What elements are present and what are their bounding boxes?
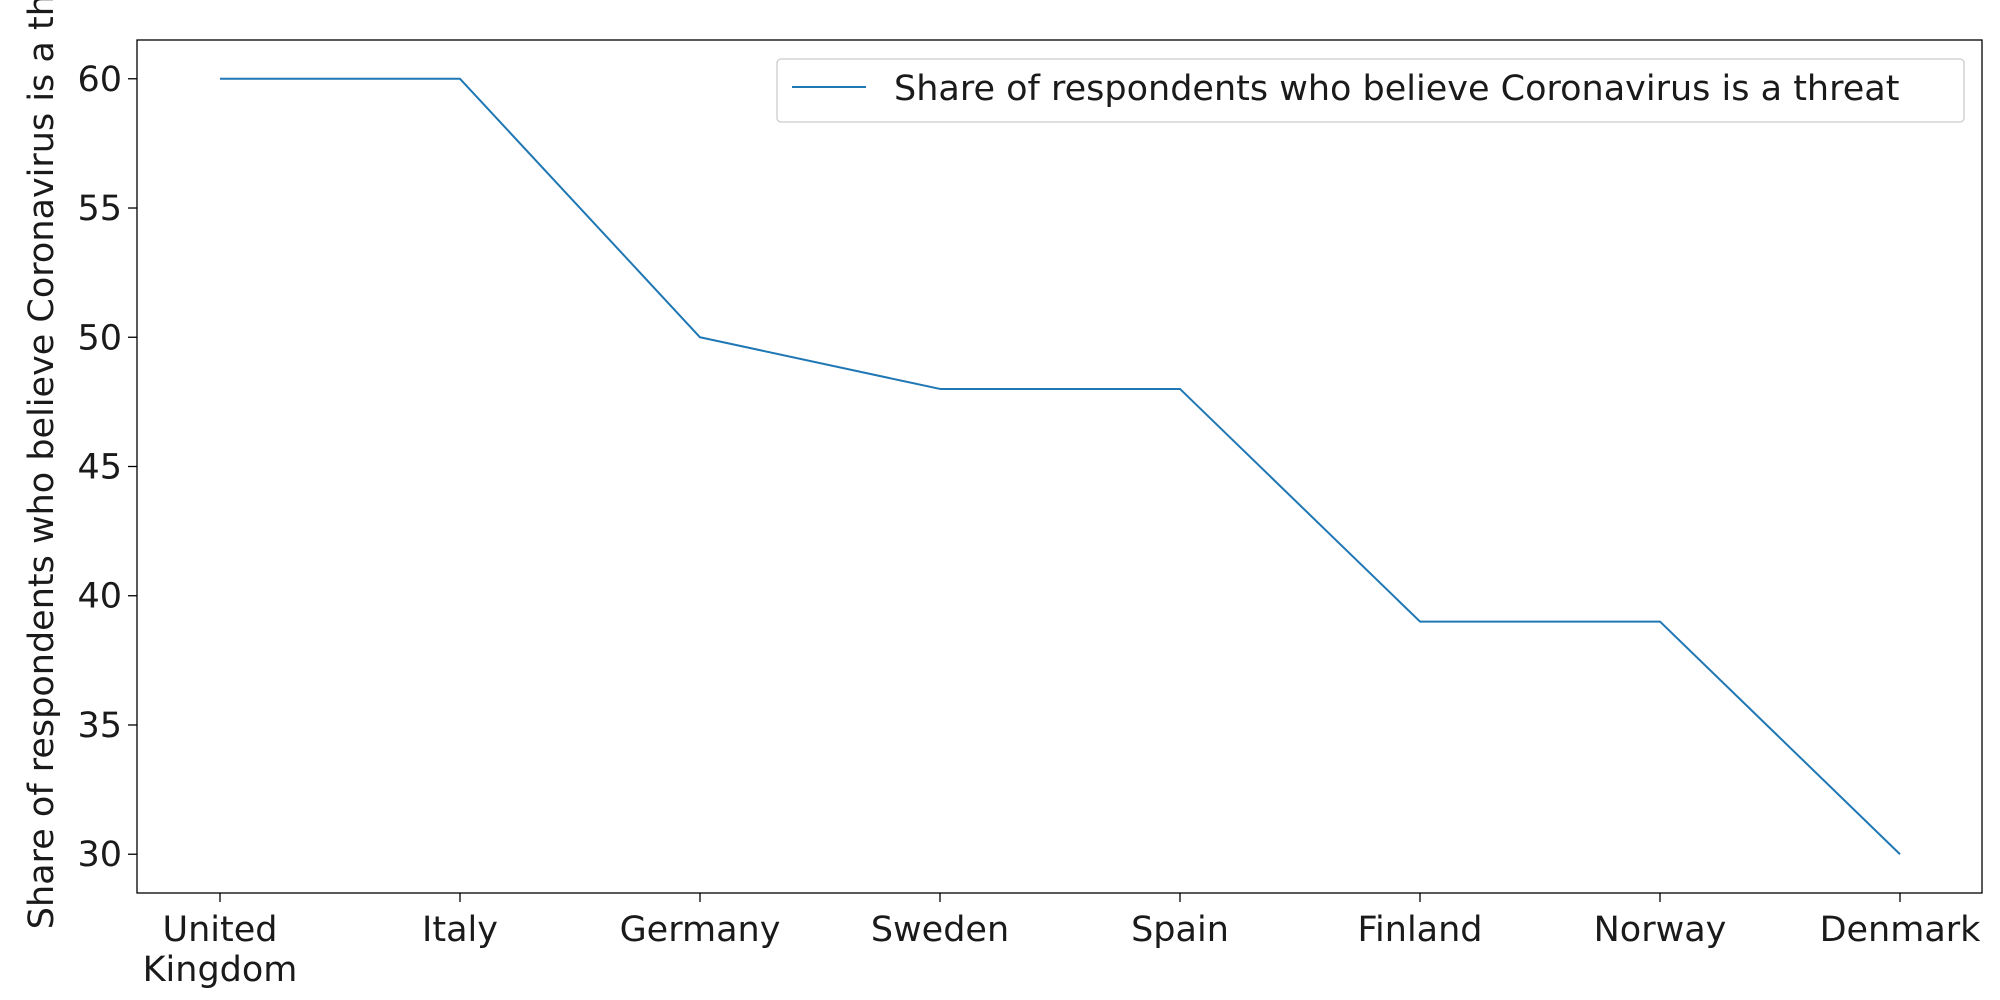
series-layer xyxy=(219,77,1901,855)
y-tick-label: 40 xyxy=(77,577,122,617)
x-tick-label-line: Germany xyxy=(620,910,781,950)
x-tick-label-line: Norway xyxy=(1594,910,1727,950)
y-axis: 30 35 40 45 50 55 60 xyxy=(77,60,137,875)
x-tick-label-line: Denmark xyxy=(1820,910,1982,950)
legend: Share of respondents who believe Coronav… xyxy=(776,58,1965,123)
x-tick-label-line: Finland xyxy=(1357,910,1482,950)
x-tick-label-line: Kingdom xyxy=(143,950,298,990)
x-tick-label: United Kingdom xyxy=(143,910,298,990)
x-tick-label-line: Spain xyxy=(1131,910,1229,950)
y-tick-label: 45 xyxy=(77,448,122,488)
x-tick-label-line: Italy xyxy=(422,910,498,950)
series-line xyxy=(220,77,1901,855)
x-tick-label: Finland xyxy=(1357,910,1482,950)
x-tick-label-line: Sweden xyxy=(871,910,1009,950)
y-tick-label: 50 xyxy=(77,318,122,358)
x-tick-label: Norway xyxy=(1594,910,1727,950)
y-tick-label: 35 xyxy=(77,706,122,746)
x-tick-label: Denmark xyxy=(1820,910,1982,950)
y-tick-label: 30 xyxy=(77,835,122,875)
x-tick-label: Germany xyxy=(620,910,781,950)
x-tick-label-line: United xyxy=(163,910,278,950)
plot-frame xyxy=(136,39,1983,894)
x-axis: United Kingdom Italy Germany Sweden Spain Finl… xyxy=(143,893,1982,990)
plot-area xyxy=(136,39,1983,894)
x-tick-label: Sweden xyxy=(871,910,1009,950)
legend-label: Share of respondents who believe Coronav… xyxy=(894,69,1899,109)
y-tick-label: 60 xyxy=(77,60,122,100)
y-axis-title: Share of respondents who believe Coronav… xyxy=(22,0,62,929)
x-tick-label: Italy xyxy=(422,910,498,950)
x-tick-label: Spain xyxy=(1131,910,1229,950)
y-tick-label: 55 xyxy=(77,189,122,229)
legend-box xyxy=(776,58,1965,123)
